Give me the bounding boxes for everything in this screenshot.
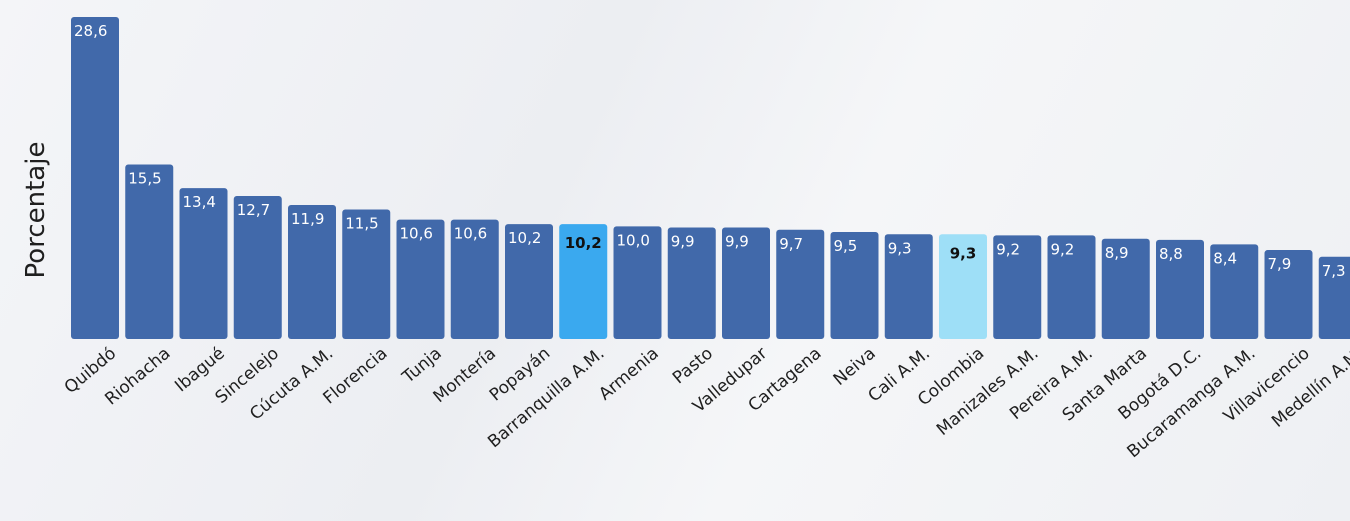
value-label-22: 7,9 <box>1268 255 1292 273</box>
bar-8 <box>505 224 553 339</box>
bar-5 <box>342 209 391 339</box>
value-label-13: 9,7 <box>779 235 803 253</box>
value-label-17: 9,2 <box>996 240 1020 258</box>
value-label-8: 10,2 <box>508 229 541 247</box>
bar-19 <box>1101 238 1150 339</box>
value-label-10: 10,0 <box>617 231 650 249</box>
bars-group <box>71 17 1350 339</box>
bar-9 <box>559 224 608 339</box>
bar-20 <box>1156 239 1204 339</box>
value-label-6: 10,6 <box>400 225 433 243</box>
value-label-21: 8,4 <box>1213 249 1237 267</box>
bar-2 <box>179 188 228 339</box>
value-label-3: 12,7 <box>237 201 270 219</box>
y-axis-title: Porcentaje <box>21 142 51 279</box>
value-label-5: 11,5 <box>345 215 378 233</box>
bar-1 <box>125 164 174 339</box>
bar-18 <box>1047 235 1096 339</box>
value-label-15: 9,3 <box>888 239 912 257</box>
bar-12 <box>722 227 770 339</box>
bar-4 <box>288 205 336 339</box>
value-label-7: 10,6 <box>454 225 487 243</box>
bar-16 <box>939 234 987 339</box>
value-label-12: 9,9 <box>725 233 749 251</box>
category-label-6: Tunja <box>398 344 446 389</box>
value-label-4: 11,9 <box>291 210 324 228</box>
category-label-14: Neiva <box>830 344 880 390</box>
bar-6 <box>396 219 445 339</box>
value-label-18: 9,2 <box>1051 240 1075 258</box>
bar-7 <box>450 219 499 339</box>
bar-14 <box>830 232 879 339</box>
value-label-1: 15,5 <box>128 169 161 187</box>
bar-11 <box>667 227 716 339</box>
value-label-19: 8,9 <box>1105 244 1129 262</box>
value-label-23: 7,3 <box>1322 262 1346 280</box>
bar-3 <box>233 196 282 339</box>
category-label-11: Pasto <box>669 344 717 389</box>
value-label-9: 10,2 <box>565 234 602 252</box>
value-label-0: 28,6 <box>74 22 107 40</box>
value-label-16: 9,3 <box>950 244 977 262</box>
category-label-10: Armenia <box>595 344 662 405</box>
bar-22 <box>1264 250 1313 339</box>
value-labels-group: 28,6 15,5 13,4 12,7 11,9 11,5 10,6 10,6 10,2 10,2… <box>74 22 1346 280</box>
value-label-14: 9,5 <box>834 237 858 255</box>
value-label-2: 13,4 <box>183 193 216 211</box>
value-label-20: 8,8 <box>1159 245 1183 263</box>
bar-15 <box>884 234 933 339</box>
value-label-11: 9,9 <box>671 233 695 251</box>
bar-0 <box>71 17 119 339</box>
bar-23 <box>1318 256 1350 339</box>
bar-21 <box>1210 244 1259 339</box>
bar-10 <box>613 226 662 339</box>
bar-13 <box>776 229 825 339</box>
bar-17 <box>993 235 1042 339</box>
